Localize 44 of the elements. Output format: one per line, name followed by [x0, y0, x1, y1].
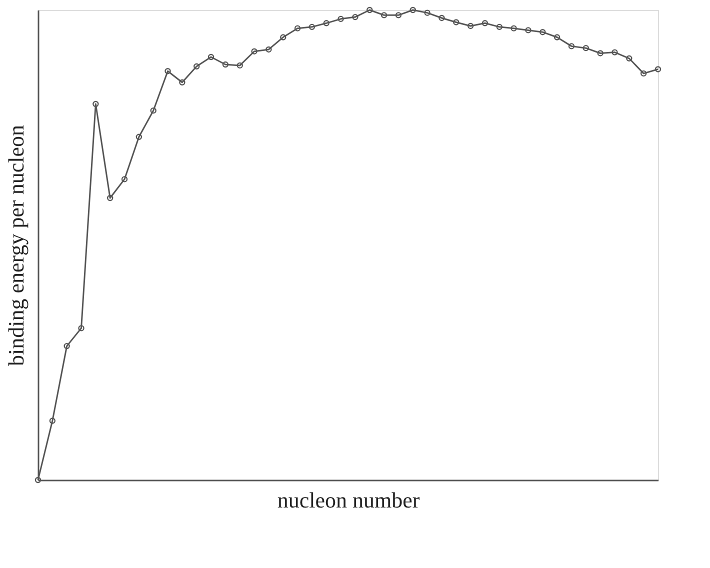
point: [380, 12, 388, 18]
point: [554, 34, 560, 40]
point: [64, 342, 70, 350]
point: [424, 10, 430, 16]
point: [121, 176, 128, 182]
point: [222, 61, 229, 68]
y-axis-title: binding energy per nucleon: [4, 125, 28, 366]
point: [150, 107, 156, 114]
point: [251, 48, 258, 54]
point: [352, 14, 358, 20]
point: [236, 62, 243, 69]
point: [280, 34, 286, 40]
point: [568, 43, 575, 50]
point: [453, 19, 460, 26]
point: [78, 325, 84, 332]
point: [525, 27, 532, 34]
point: [640, 70, 647, 77]
point: [164, 68, 171, 74]
point: [612, 49, 618, 56]
point: [92, 100, 99, 108]
point: [366, 6, 373, 14]
point: [395, 12, 402, 18]
point: [597, 50, 604, 56]
point: [338, 16, 344, 22]
point: [510, 25, 517, 32]
point: [467, 22, 474, 30]
point: [626, 55, 632, 62]
point: [438, 14, 445, 22]
point: [106, 194, 114, 202]
point: [49, 418, 56, 424]
point: [208, 54, 214, 60]
point: [179, 79, 186, 86]
point: [540, 28, 546, 36]
x-axis-title: nucleon number: [277, 488, 420, 512]
point: [136, 134, 142, 140]
point: [496, 24, 502, 30]
point: [308, 24, 316, 30]
point: [410, 6, 416, 14]
point: [266, 46, 272, 53]
point: [323, 20, 330, 26]
point: [482, 20, 488, 26]
point: [194, 63, 200, 70]
point: [582, 44, 590, 52]
point: [294, 25, 301, 32]
